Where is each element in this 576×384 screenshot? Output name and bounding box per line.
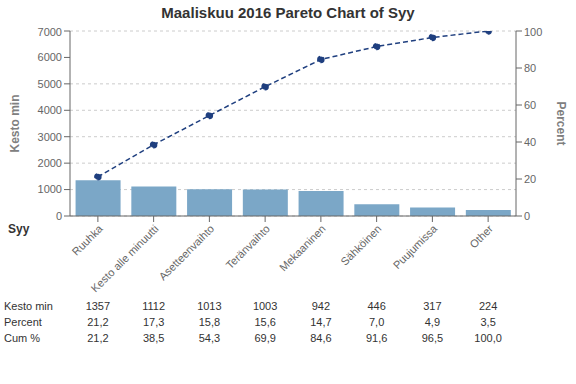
html-text:446: 446	[367, 300, 386, 312]
svg-text:100: 100	[524, 26, 542, 38]
html-text:54,3: 54,3	[198, 332, 221, 344]
html-text:1112: 1112	[142, 300, 165, 312]
html-text:3,5: 3,5	[480, 316, 496, 328]
html-text:1013: 1013	[197, 300, 222, 312]
svg-text:80: 80	[524, 62, 536, 74]
svg-text:Mekaaninen: Mekaaninen	[277, 222, 328, 273]
svg-text:Sähköinen: Sähköinen	[338, 222, 383, 267]
html-text:7,0: 7,0	[369, 316, 385, 328]
svg-text:Kesto min: Kesto min	[8, 94, 22, 152]
html-text:100,0: 100,0	[474, 332, 502, 344]
svg-text:Asetteenvaihto: Asetteenvaihto	[156, 222, 216, 282]
html-text:17,3: 17,3	[142, 316, 165, 328]
svg-text:Percent: Percent	[554, 101, 568, 145]
html-text:15,8: 15,8	[198, 316, 221, 328]
svg-text:2000: 2000	[38, 157, 62, 169]
svg-text:Other: Other	[467, 222, 495, 250]
svg-text:6000: 6000	[38, 51, 62, 63]
svg-text:Teränvaihto: Teränvaihto	[223, 222, 272, 271]
html-text:96,5: 96,5	[421, 332, 444, 344]
html-text:84,6: 84,6	[310, 332, 332, 344]
html-text:Kesto min: Kesto min	[4, 300, 53, 312]
html-text:317: 317	[423, 300, 442, 312]
svg-text:Puujumissa: Puujumissa	[391, 222, 440, 271]
html-text:1357: 1357	[85, 300, 111, 312]
svg-text:20: 20	[524, 173, 536, 185]
svg-text:40: 40	[524, 136, 536, 148]
html-text:21,2: 21,2	[87, 332, 109, 344]
html-text:Percent: Percent	[4, 316, 42, 328]
html-text:1003: 1003	[252, 300, 278, 312]
svg-text:60: 60	[524, 99, 536, 111]
svg-text:4000: 4000	[38, 104, 62, 116]
svg-text:3000: 3000	[38, 131, 62, 143]
svg-text:0: 0	[524, 210, 530, 222]
svg-text:1000: 1000	[38, 183, 62, 195]
html-text:Maaliskuu 2016 Pareto Chart of: Maaliskuu 2016 Pareto Chart of Syy	[161, 4, 415, 21]
html-text:15,6: 15,6	[254, 316, 276, 328]
html-text:942: 942	[311, 300, 330, 312]
html-text:224: 224	[478, 300, 498, 312]
svg-text:Kesto alle minuutti: Kesto alle minuutti	[89, 222, 161, 294]
html-text:21,2: 21,2	[87, 316, 109, 328]
html-text:91,6: 91,6	[365, 332, 388, 344]
html-text:4,9: 4,9	[424, 316, 440, 328]
html-text:Syy: Syy	[8, 222, 30, 236]
html-text:38,5: 38,5	[142, 332, 165, 344]
html-text:Cum %: Cum %	[4, 332, 41, 344]
html-text:14,7: 14,7	[310, 316, 332, 328]
svg-text:0: 0	[56, 210, 62, 222]
html-text:69,9: 69,9	[254, 332, 276, 344]
svg-text:7000: 7000	[38, 26, 62, 38]
svg-text:Ruuhka: Ruuhka	[70, 222, 106, 258]
svg-text:5000: 5000	[38, 78, 62, 90]
